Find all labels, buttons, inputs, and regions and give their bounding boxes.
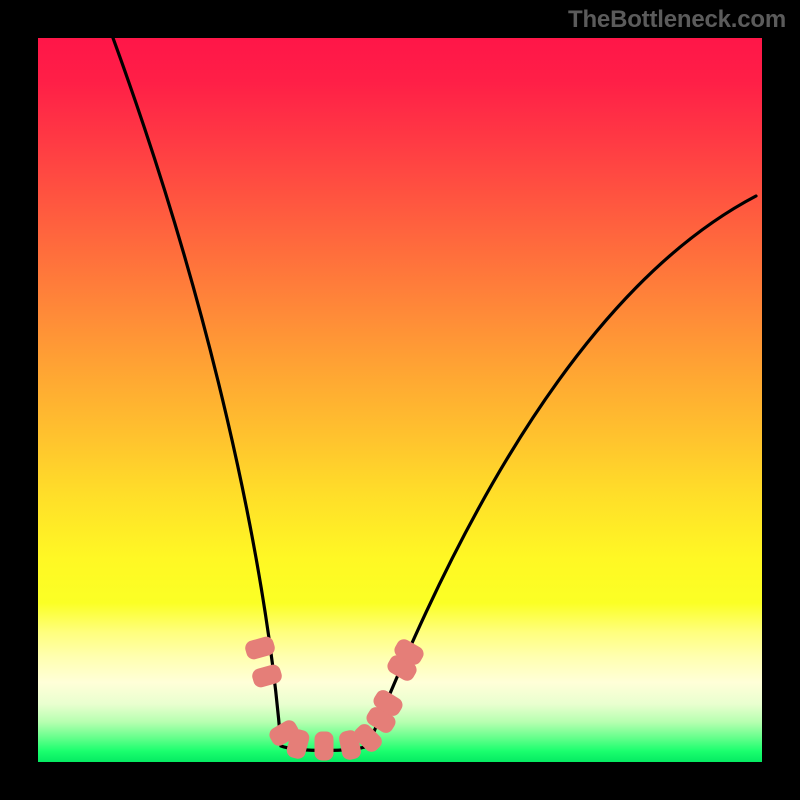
curve-marker — [315, 732, 333, 760]
bottleneck-chart-svg — [38, 38, 762, 762]
plot-area — [38, 38, 762, 762]
chart-frame: TheBottleneck.com — [0, 0, 800, 800]
watermark-text: TheBottleneck.com — [568, 6, 786, 34]
